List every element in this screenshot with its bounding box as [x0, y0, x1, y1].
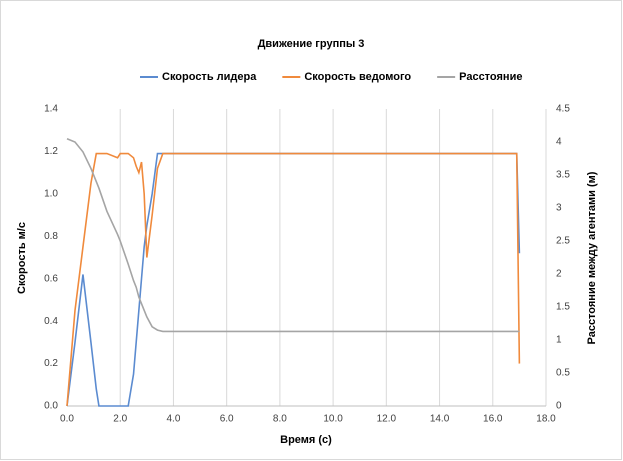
- x-tick-label: 8.0: [273, 414, 287, 425]
- y2-tick-label: 2.5: [556, 236, 570, 247]
- series-line: [66, 137, 520, 333]
- y2-axis-title: Расстояние между агентами (м): [586, 171, 598, 344]
- series-line: [66, 152, 521, 407]
- chart-title: Движение группы 3: [258, 38, 365, 50]
- x-tick-label: 2.0: [113, 414, 127, 425]
- y-tick-label: 1.2: [44, 146, 58, 157]
- x-tick-label: 16.0: [483, 414, 503, 425]
- y-tick-label: 0.2: [44, 358, 58, 369]
- y2-tick-label: 4: [556, 137, 562, 148]
- x-axis-title: Время (с): [280, 434, 332, 446]
- y2-tick-label: 0.5: [556, 368, 570, 379]
- y2-tick-label: 4.5: [556, 104, 570, 115]
- x-tick-label: 6.0: [220, 414, 234, 425]
- x-tick-label: 4.0: [166, 414, 180, 425]
- y2-tick-label: 1.5: [556, 302, 570, 313]
- y2-tick-label: 3.5: [556, 170, 570, 181]
- y2-tick-label: 1: [556, 335, 562, 346]
- y-axis-title: Скорость м/с: [16, 222, 28, 294]
- x-tick-label: 18.0: [536, 414, 556, 425]
- x-tick-label: 0.0: [60, 414, 74, 425]
- legend-label: Скорость лидера: [162, 71, 257, 83]
- x-tick-label: 14.0: [430, 414, 450, 425]
- y2-tick-label: 0: [556, 401, 562, 412]
- y-tick-label: 0.4: [44, 316, 58, 327]
- legend-label: Скорость ведомого: [304, 71, 411, 83]
- y-tick-label: 1.4: [44, 104, 58, 115]
- x-tick-label: 10.0: [323, 414, 343, 425]
- x-tick-label: 12.0: [377, 414, 397, 425]
- y-tick-label: 0.0: [44, 401, 58, 412]
- y2-tick-label: 3: [556, 203, 562, 214]
- y2-tick-label: 2: [556, 269, 562, 280]
- y-tick-label: 0.6: [44, 273, 58, 284]
- y-tick-label: 0.8: [44, 231, 58, 242]
- y-tick-label: 1.0: [44, 188, 58, 199]
- legend-label: Расстояние: [459, 71, 522, 83]
